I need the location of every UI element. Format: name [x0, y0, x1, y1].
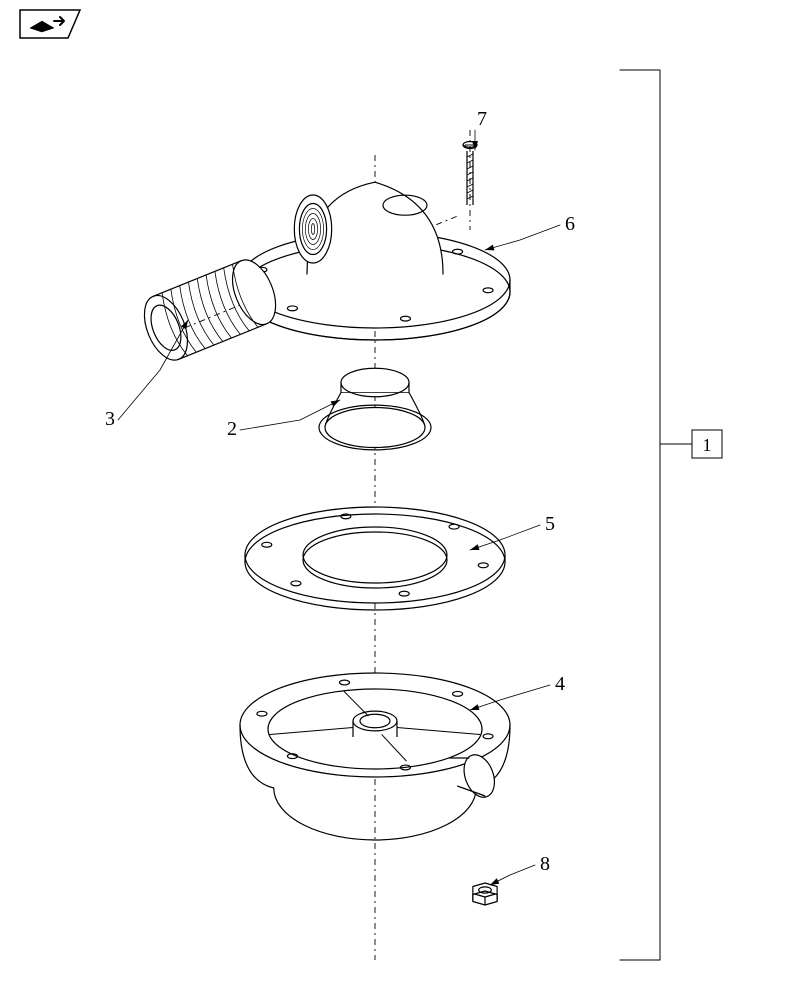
- part-nut: [473, 883, 497, 905]
- assembly-label: 1: [703, 435, 712, 455]
- assembly-bracket: 1: [620, 70, 722, 960]
- callout-6: 6: [565, 213, 575, 235]
- callout-5: 5: [545, 513, 555, 535]
- callout-2: 2: [227, 418, 237, 440]
- part-gasket: [245, 507, 505, 610]
- part-housing: [240, 182, 510, 340]
- callout-7: 7: [477, 108, 487, 130]
- part-cap: [319, 368, 431, 450]
- callout-3: 3: [105, 408, 115, 430]
- part-nipple: [136, 254, 284, 367]
- corner-badge: [20, 10, 80, 38]
- callout-8: 8: [540, 853, 550, 875]
- callout-4: 4: [555, 673, 565, 695]
